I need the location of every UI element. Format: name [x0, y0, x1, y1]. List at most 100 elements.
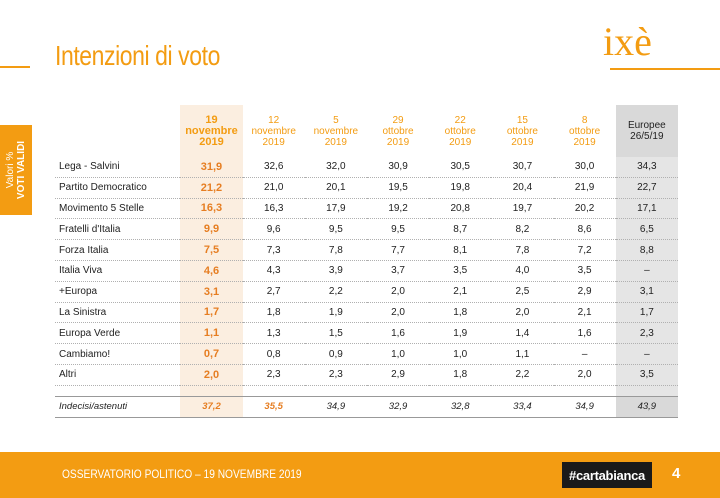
party-label: Cambiamo!: [55, 343, 181, 365]
party-label: Fratelli d'Italia: [55, 218, 181, 241]
value-cell: 19,5: [366, 177, 430, 199]
value-cell: 2,0: [553, 364, 616, 386]
value-cell: 19,7: [491, 198, 554, 220]
value-cell: 2,1: [553, 302, 616, 324]
value-cell: 4,6: [180, 260, 243, 282]
value-cell: 1,4: [491, 322, 554, 345]
value-cell: 2,2: [491, 364, 554, 386]
value-cell: 3,1: [180, 281, 243, 303]
value-cell: 4,3: [242, 260, 305, 282]
value-cell: 21,9: [553, 177, 616, 199]
column-header-europee: Europee 26/5/19: [615, 105, 678, 157]
value-cell: 2,3: [304, 364, 367, 386]
table-row: Fratelli d'Italia 9,9 9,6 9,5 9,5 8,7 8,2 8,6 6,…: [55, 218, 678, 241]
value-cell: 3,5: [429, 260, 492, 282]
value-cell: 2,2: [304, 281, 367, 303]
value-cell: 7,8: [304, 239, 367, 261]
value-cell: 34,3: [615, 157, 678, 178]
value-cell: –: [553, 343, 616, 365]
value-cell: 20,4: [491, 177, 554, 199]
indecisi-label: Indecisi/astenuti: [55, 395, 181, 418]
cartabianca-logo: #cartabianca: [562, 462, 652, 488]
value-cell: 20,2: [553, 198, 616, 220]
value-cell: 16,3: [180, 198, 243, 220]
value-cell: 21,2: [180, 177, 243, 199]
value-cell: 7,5: [180, 239, 243, 261]
indecisi-row: Indecisi/astenuti 37,2 35,5 34,9 32,9 32,8 33,…: [55, 395, 678, 418]
value-cell: 1,0: [366, 343, 430, 365]
value-cell: 9,9: [180, 218, 243, 241]
value-cell: 0,8: [242, 343, 305, 365]
value-cell: 1,0: [429, 343, 492, 365]
value-cell: 8,2: [491, 218, 554, 241]
indecisi-value: 32,9: [366, 395, 430, 418]
column-header: 19 novembre 2019: [180, 105, 243, 157]
indecisi-value: 34,9: [304, 395, 367, 418]
value-cell: 8,7: [429, 218, 492, 241]
table-row: Lega - Salvini 31,9 32,6 32,0 30,9 30,5 30,7 30…: [55, 157, 678, 178]
vote-intentions-table: 19 novembre 2019 12 novembre 2019 5 nove…: [55, 105, 678, 418]
title-accent-rule: [0, 66, 30, 68]
indecisi-value: 32,8: [429, 395, 492, 418]
value-cell: 1,5: [304, 322, 367, 345]
value-cell: 19,8: [429, 177, 492, 199]
indecisi-value: 35,5: [242, 395, 305, 418]
value-cell: 8,1: [429, 239, 492, 261]
value-cell: 4,0: [491, 260, 554, 282]
column-header: 15 ottobre 2019: [506, 114, 538, 148]
value-cell: 1,9: [429, 322, 492, 345]
value-cell: 8,6: [553, 218, 616, 241]
indecisi-value: 33,4: [491, 395, 554, 418]
footer-text: OSSERVATORIO POLITICO – 19 NOVEMBRE 2019: [62, 467, 302, 481]
value-cell: 32,0: [304, 157, 367, 178]
value-cell: 0,7: [180, 343, 243, 365]
value-cell: 2,1: [429, 281, 492, 303]
table-row: Forza Italia 7,5 7,3 7,8 7,7 8,1 7,8 7,2 8,8: [55, 239, 678, 261]
value-cell: 9,6: [242, 218, 305, 241]
table-row: Partito Democratico 21,2 21,0 20,1 19,5 19,8 2…: [55, 177, 678, 199]
value-cell: 21,0: [242, 177, 305, 199]
value-cell: 20,1: [304, 177, 367, 199]
table-row: Cambiamo! 0,7 0,8 0,9 1,0 1,0 1,1– –: [55, 343, 678, 365]
value-cell: –: [615, 260, 678, 282]
footer-bar: OSSERVATORIO POLITICO – 19 NOVEMBRE 2019…: [0, 452, 720, 498]
value-cell: 7,3: [242, 239, 305, 261]
value-cell: 2,9: [553, 281, 616, 303]
value-cell: 1,3: [242, 322, 305, 345]
value-cell: 30,5: [429, 157, 492, 178]
value-cell: 3,9: [304, 260, 367, 282]
page-number: 4: [672, 465, 681, 482]
value-cell: 2,3: [615, 322, 678, 345]
value-cell: 0,9: [304, 343, 367, 365]
header-blank-cell: [55, 105, 180, 157]
value-cell: 22,7: [615, 177, 678, 199]
table-row: Italia Viva 4,6 4,3 3,9 3,7 3,5 4,0 3,5–: [55, 260, 678, 282]
value-cell: 7,2: [553, 239, 616, 261]
value-cell: 30,0: [553, 157, 616, 178]
page-title: Intenzioni di voto: [55, 40, 220, 71]
brand-text: #cartabianca: [569, 467, 645, 483]
party-label: Italia Viva: [55, 260, 181, 282]
table-row: +Europa 3,1 2,7 2,2 2,0 2,1 2,5 2,9 3,1: [55, 281, 678, 303]
table-header-row: 19 novembre 2019 12 novembre 2019 5 nove…: [55, 105, 678, 157]
value-cell: 1,7: [180, 302, 243, 324]
value-cell: 19,2: [366, 198, 430, 220]
ixe-logo: ixè: [603, 19, 652, 64]
party-label: Lega - Salvini: [55, 157, 181, 178]
party-label: Movimento 5 Stelle: [55, 198, 181, 220]
column-header: 12 novembre 2019: [251, 114, 296, 148]
side-tab-unit: Valori %: [5, 151, 16, 189]
value-cell: 32,6: [242, 157, 305, 178]
logo-accent-rule: [610, 68, 720, 70]
table-row: Movimento 5 Stelle 16,3 16,3 17,9 19,2 20,8 19…: [55, 198, 678, 220]
indecisi-value: 37,2: [180, 395, 243, 418]
party-label: Partito Democratico: [55, 177, 181, 199]
value-cell: 1,7: [615, 302, 678, 324]
value-cell: 1,1: [491, 343, 554, 365]
value-cell: 3,5: [553, 260, 616, 282]
party-label: Forza Italia: [55, 239, 181, 261]
value-cell: 16,3: [242, 198, 305, 220]
value-cell: 1,9: [304, 302, 367, 324]
value-cell: 2,0: [366, 302, 430, 324]
value-cell: 3,7: [366, 260, 430, 282]
